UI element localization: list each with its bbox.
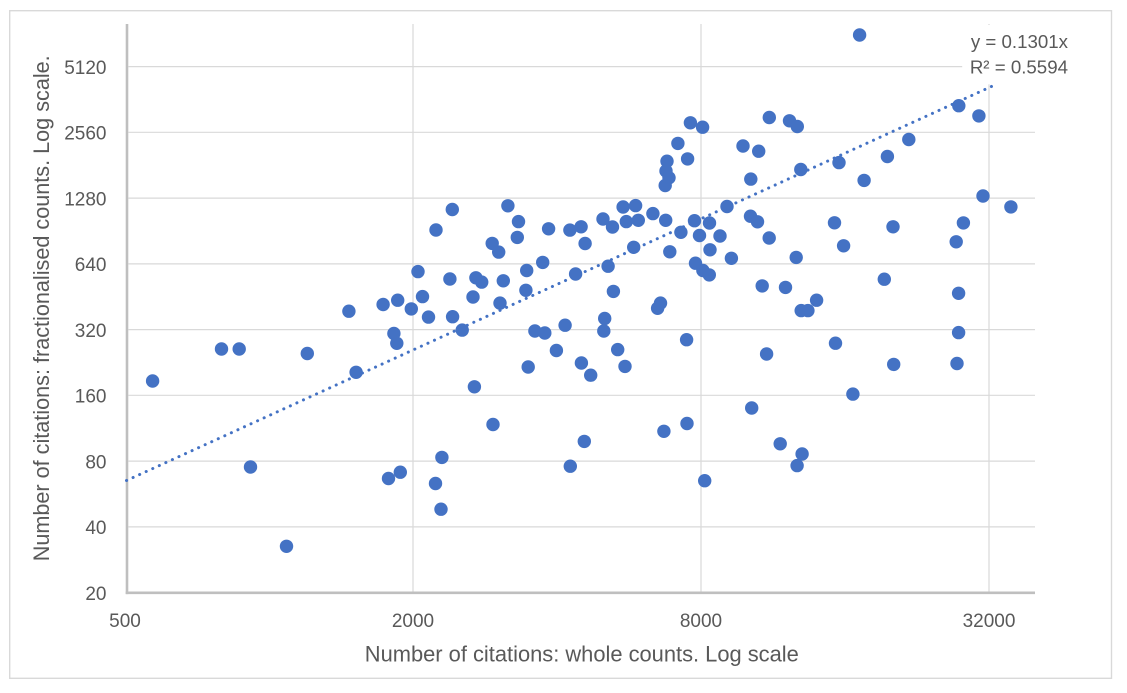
svg-text:Number of citations: fractiona: Number of citations: fractionalised coun… — [29, 55, 54, 561]
svg-text:80: 80 — [85, 452, 106, 473]
svg-text:40: 40 — [85, 518, 106, 539]
svg-text:20: 20 — [85, 584, 106, 605]
svg-text:5120: 5120 — [64, 58, 106, 79]
svg-text:32000: 32000 — [963, 611, 1016, 632]
svg-text:1280: 1280 — [64, 189, 106, 210]
svg-text:320: 320 — [75, 321, 107, 342]
svg-text:500: 500 — [109, 611, 141, 632]
svg-text:8000: 8000 — [680, 611, 722, 632]
svg-text:160: 160 — [75, 387, 107, 408]
svg-text:2000: 2000 — [392, 611, 434, 632]
svg-text:2560: 2560 — [64, 124, 106, 145]
svg-text:640: 640 — [75, 255, 107, 276]
svg-text:R² = 0.5594: R² = 0.5594 — [970, 56, 1068, 77]
svg-text:Number of citations: whole cou: Number of citations: whole counts. Log s… — [365, 642, 799, 667]
svg-text:y = 0.1301x: y = 0.1301x — [971, 31, 1069, 52]
